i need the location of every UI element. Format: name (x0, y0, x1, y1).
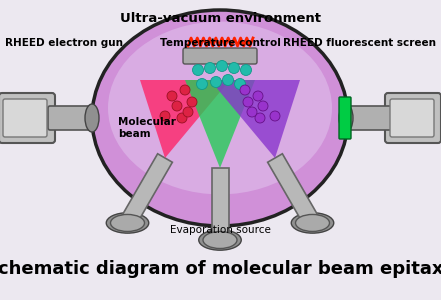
Circle shape (223, 74, 233, 86)
Circle shape (247, 107, 257, 117)
Text: RHEED electron gun: RHEED electron gun (5, 38, 123, 48)
Ellipse shape (203, 232, 237, 248)
FancyBboxPatch shape (344, 106, 392, 130)
Polygon shape (140, 80, 230, 158)
Polygon shape (212, 168, 228, 240)
Ellipse shape (339, 104, 353, 132)
FancyBboxPatch shape (390, 99, 434, 137)
Ellipse shape (85, 104, 99, 132)
Circle shape (210, 76, 221, 88)
FancyBboxPatch shape (48, 106, 94, 130)
Polygon shape (185, 80, 255, 168)
Circle shape (205, 62, 216, 74)
Circle shape (172, 101, 182, 111)
Ellipse shape (106, 213, 149, 233)
Circle shape (193, 64, 203, 76)
Circle shape (167, 91, 177, 101)
Text: Evaporation source: Evaporation source (169, 225, 270, 235)
FancyBboxPatch shape (385, 93, 441, 143)
Polygon shape (268, 154, 320, 227)
Circle shape (228, 62, 239, 74)
Circle shape (180, 85, 190, 95)
Circle shape (253, 91, 263, 101)
Circle shape (197, 79, 208, 89)
Circle shape (187, 97, 197, 107)
Circle shape (270, 111, 280, 121)
Polygon shape (210, 80, 300, 158)
Polygon shape (120, 154, 172, 227)
Text: Temperature control: Temperature control (160, 38, 280, 48)
FancyBboxPatch shape (339, 97, 351, 139)
Circle shape (240, 85, 250, 95)
Text: Molecular
beam: Molecular beam (118, 117, 176, 139)
Circle shape (258, 101, 268, 111)
Text: Ultra-vacuum environment: Ultra-vacuum environment (120, 12, 321, 25)
Circle shape (235, 79, 246, 89)
Circle shape (240, 64, 251, 76)
Text: RHEED fluorescent screen: RHEED fluorescent screen (283, 38, 436, 48)
Circle shape (160, 111, 170, 121)
Ellipse shape (295, 214, 329, 232)
Ellipse shape (108, 22, 332, 194)
Circle shape (255, 113, 265, 123)
Text: Schematic diagram of molecular beam epitaxy: Schematic diagram of molecular beam epit… (0, 260, 441, 278)
Ellipse shape (111, 214, 145, 232)
FancyBboxPatch shape (0, 93, 55, 143)
Ellipse shape (199, 230, 241, 250)
FancyBboxPatch shape (183, 48, 257, 64)
FancyBboxPatch shape (3, 99, 47, 137)
Circle shape (177, 113, 187, 123)
Circle shape (243, 97, 253, 107)
Ellipse shape (291, 213, 334, 233)
Ellipse shape (92, 10, 348, 226)
Circle shape (183, 107, 193, 117)
Circle shape (217, 61, 228, 71)
